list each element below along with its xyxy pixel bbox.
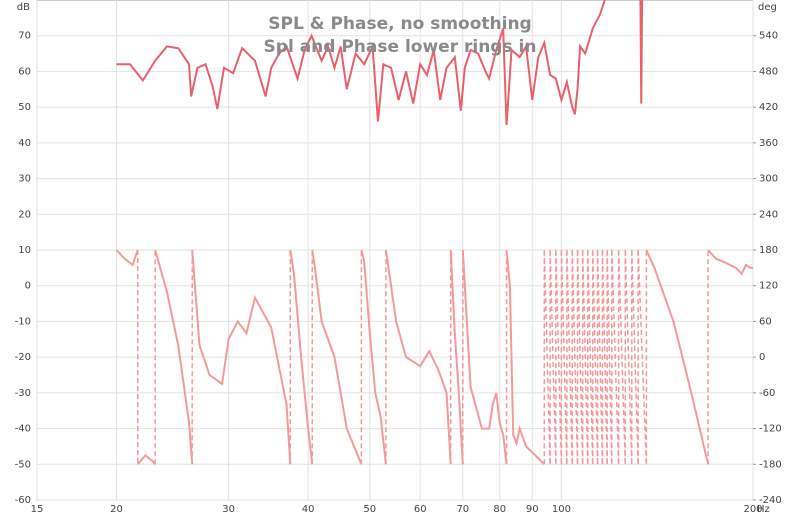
phase-wrap <box>549 249 557 465</box>
phase-wrap <box>543 249 551 465</box>
phase-wrap <box>617 249 627 465</box>
series-line <box>191 249 292 465</box>
series-line <box>360 249 387 465</box>
y2-tick-label: 300 <box>759 174 778 185</box>
x-tick-label: 60 <box>414 504 427 515</box>
phase-wrap <box>576 249 584 465</box>
series-line <box>645 249 710 465</box>
phase-wrap <box>606 249 613 465</box>
y-tick-label: 30 <box>18 174 31 185</box>
y2-tick-label: 60 <box>759 316 772 327</box>
y2-tick-label: 120 <box>759 281 778 292</box>
y-tick-label: -50 <box>15 459 31 470</box>
x-tick-label: 90 <box>526 504 539 515</box>
phase-wrap <box>566 249 573 465</box>
series-line <box>449 249 464 465</box>
y-tick-label: 0 <box>25 281 31 292</box>
y2-tick-label: 360 <box>759 138 778 149</box>
series-line <box>461 249 508 465</box>
series-line <box>137 453 156 465</box>
phase-wrap <box>601 249 608 465</box>
y2-tick-label: 0 <box>759 352 765 363</box>
y2-axis-label: deg <box>758 2 777 13</box>
series-line <box>707 249 753 276</box>
x-tick-label: 50 <box>363 504 376 515</box>
y2-tick-label: 480 <box>759 66 778 77</box>
marks <box>115 0 753 465</box>
y-tick-label: 10 <box>18 245 31 256</box>
phase-wrap <box>571 249 579 465</box>
phase-wrap <box>586 249 594 465</box>
y2-tick-label: -60 <box>759 388 775 399</box>
phase-wrap <box>637 249 648 465</box>
x-tick-label: 70 <box>456 504 469 515</box>
phase-wrap <box>631 249 639 465</box>
y2-tick-label: -240 <box>759 495 782 506</box>
y2-tick-label: 540 <box>759 31 778 42</box>
phase-wrap <box>596 249 604 465</box>
y2-tick-label: 420 <box>759 102 778 113</box>
y-tick-label: -60 <box>15 495 31 506</box>
phase-wrap <box>624 249 633 465</box>
x-tick-label: 15 <box>31 504 44 515</box>
x-tick-label: 20 <box>110 504 123 515</box>
y2-tick-label: -180 <box>759 459 782 470</box>
series-line <box>311 249 363 465</box>
series-line <box>115 249 139 267</box>
series-line <box>289 249 314 465</box>
y2-tick-label: 180 <box>759 245 778 256</box>
y-tick-label: -10 <box>15 316 31 327</box>
chart-subtitle: Spl and Phase lower rings in <box>264 37 537 57</box>
x-unit: Hz <box>757 504 770 515</box>
series-line <box>384 249 452 465</box>
chart-title: SPL & Phase, no smoothing <box>268 14 531 34</box>
y-axis-label: dB <box>17 2 30 13</box>
x-tick-label: 40 <box>302 504 315 515</box>
y2-tick-label: 240 <box>759 209 778 220</box>
series-line <box>116 0 644 126</box>
y-tick-label: 70 <box>18 31 31 42</box>
phase-wrap <box>581 249 589 465</box>
x-tick-label: 200 <box>743 504 762 515</box>
phase-wrap <box>560 249 568 465</box>
phase-wrap <box>591 249 599 465</box>
y-tick-label: -20 <box>15 352 31 363</box>
phase-wrap <box>555 249 563 465</box>
phase-wrap <box>611 249 620 465</box>
y-tick-label: 40 <box>18 138 31 149</box>
x-tick-label: 80 <box>493 504 506 515</box>
y-tick-label: 50 <box>18 102 31 113</box>
y-tick-label: 60 <box>18 66 31 77</box>
x-tick-label: 100 <box>552 504 571 515</box>
y-tick-label: -40 <box>15 424 31 435</box>
x-tick-label: 30 <box>222 504 235 515</box>
series-line <box>505 249 546 465</box>
y-tick-label: 20 <box>18 209 31 220</box>
series-line <box>154 249 194 465</box>
y2-tick-label: -120 <box>759 424 782 435</box>
y-tick-label: -30 <box>15 388 31 399</box>
